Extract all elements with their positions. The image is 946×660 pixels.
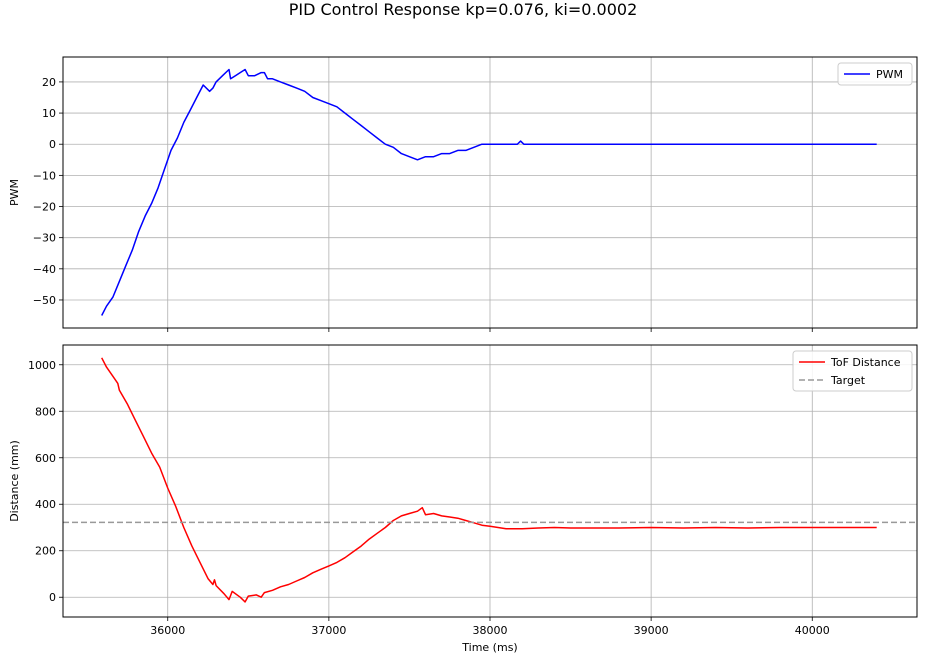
x-tick-label: 37000 [311, 624, 346, 637]
legend-label: ToF Distance [830, 356, 901, 369]
pwm-ticks: −50 −40 −30 −20 −10 0 10 20 [33, 76, 813, 332]
y-tick-label: 20 [42, 76, 56, 89]
distance-legend: ToF Distance Target [792, 350, 913, 392]
figure-title: PID Control Response kp=0.076, ki=0.0002 [289, 0, 638, 19]
y-tick-label: −40 [33, 263, 56, 276]
x-tick-label: 38000 [473, 624, 508, 637]
distance-y-axis-label: Distance (mm) [8, 440, 21, 522]
tof-distance-line [101, 357, 877, 603]
y-tick-label: 0 [49, 591, 56, 604]
y-tick-label: 10 [42, 107, 56, 120]
legend-box [792, 350, 913, 392]
distance-axes: 36000 37000 38000 39000 40000 0 200 400 600 800 10… [8, 344, 918, 654]
x-tick-label: 36000 [150, 624, 185, 637]
y-tick-label: 0 [49, 138, 56, 151]
distance-ticks: 36000 37000 38000 39000 40000 0 200 400 600 800 10… [28, 359, 830, 637]
distance-marks [63, 357, 917, 603]
x-tick-label: 39000 [634, 624, 669, 637]
pwm-marks [101, 68, 877, 316]
y-tick-label: 200 [35, 545, 56, 558]
x-tick-label: 40000 [795, 624, 830, 637]
time-x-axis-label: Time (ms) [461, 641, 517, 654]
y-tick-label: −50 [33, 294, 56, 307]
legend-label: PWM [876, 68, 903, 81]
pwm-line [101, 68, 877, 316]
y-tick-label: 600 [35, 452, 56, 465]
y-tick-label: 1000 [28, 359, 56, 372]
legend-label: Target [830, 374, 866, 387]
y-tick-label: 800 [35, 405, 56, 418]
y-tick-label: −30 [33, 232, 56, 245]
y-tick-label: 400 [35, 498, 56, 511]
y-tick-label: −20 [33, 201, 56, 214]
legend-box [837, 62, 913, 86]
pwm-y-axis-label: PWM [8, 179, 21, 206]
y-tick-label: −10 [33, 169, 56, 182]
pwm-axes: −50 −40 −30 −20 −10 0 10 20 PWM PWM [8, 56, 918, 332]
pwm-legend: PWM [837, 62, 913, 86]
distance-grid [63, 345, 917, 617]
